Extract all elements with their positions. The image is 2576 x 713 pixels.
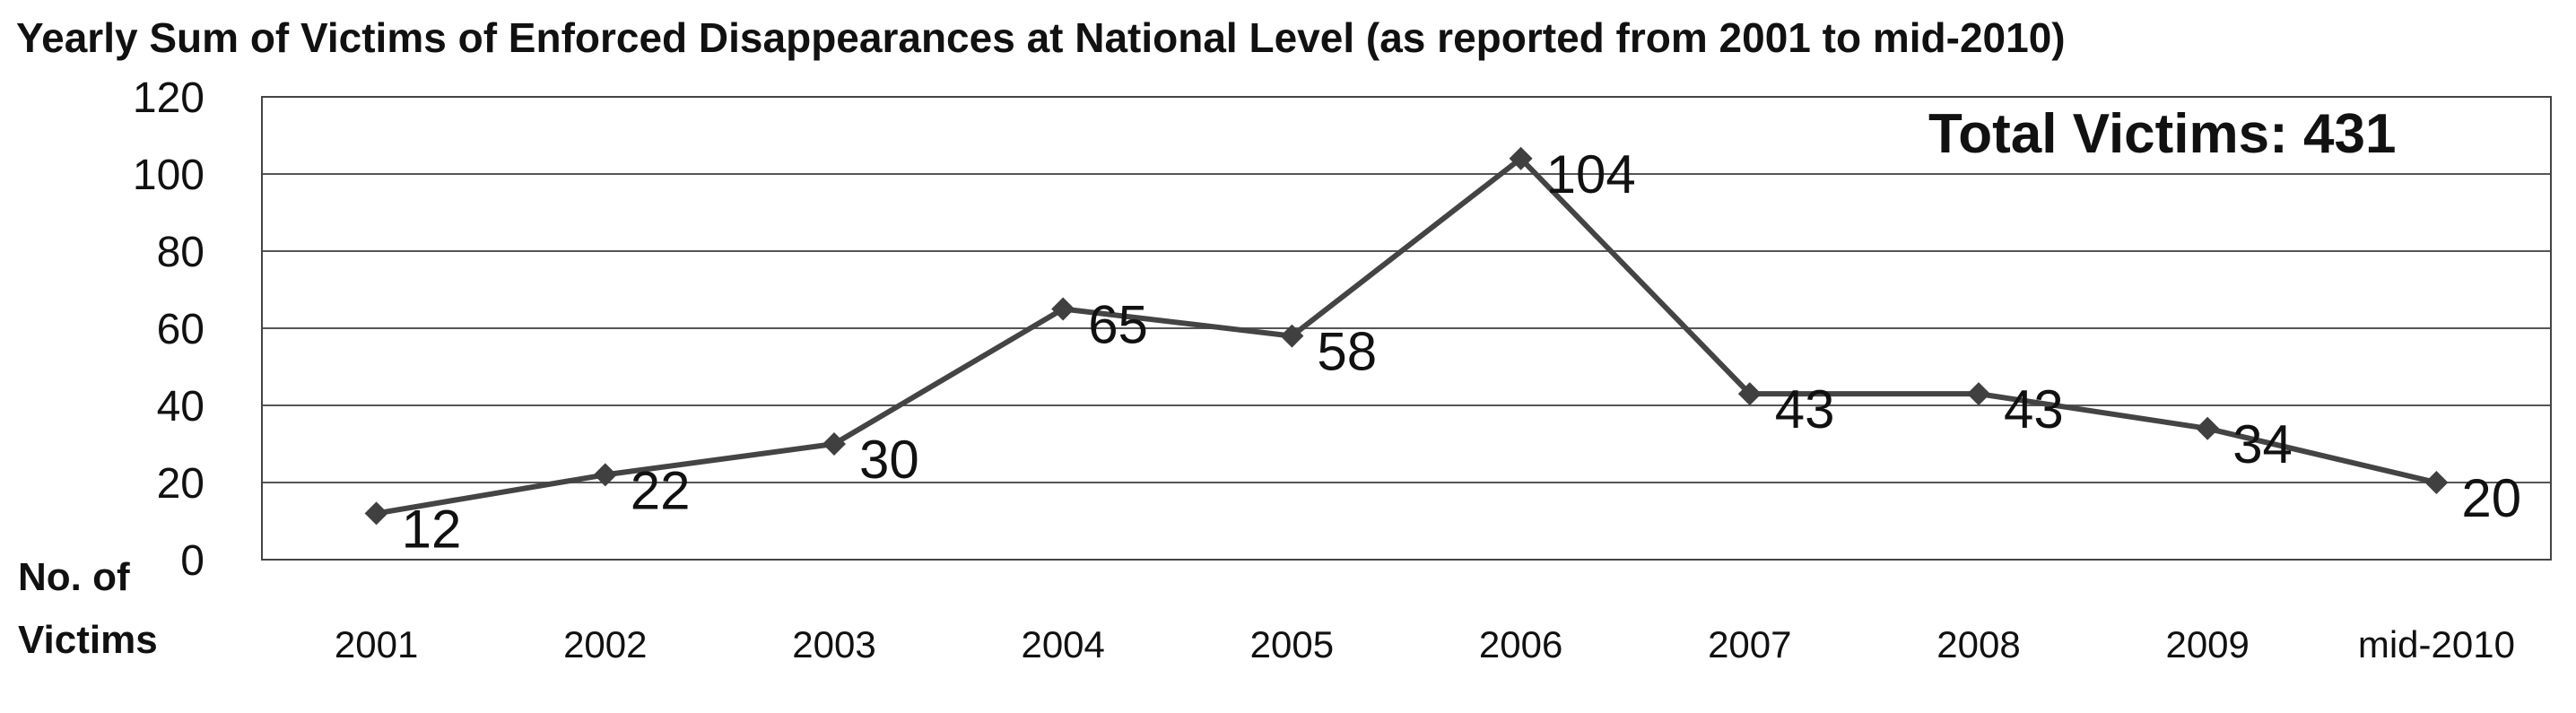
y-axis-label-line-2: Victims (18, 618, 158, 662)
data-label: 65 (1088, 295, 1148, 355)
data-point-marker (1280, 324, 1304, 348)
series-group (364, 146, 2449, 526)
x-category-label: 2007 (1708, 623, 1791, 665)
data-point-marker (1737, 382, 1762, 406)
y-tick-label: 120 (133, 74, 205, 122)
x-category-label: mid-2010 (2358, 623, 2515, 665)
data-point-marker (822, 432, 846, 456)
x-category-label: 2005 (1250, 623, 1334, 665)
x-category-label: 2008 (1936, 623, 2020, 665)
y-axis-label-line-1: No. of (18, 555, 130, 599)
total-victims-annotation: Total Victims: 431 (1928, 103, 2396, 165)
data-label: 30 (859, 430, 919, 490)
y-tick-label: 80 (157, 229, 205, 276)
y-tick-label: 100 (133, 152, 205, 199)
x-category-label: 2003 (792, 623, 875, 665)
data-label: 20 (2461, 468, 2521, 528)
y-tick-label: 60 (157, 306, 205, 353)
data-point-marker (2196, 416, 2220, 440)
data-labels: 12 22 30 65 58 104 43 43 34 20 (402, 144, 2522, 560)
data-point-marker (1051, 297, 1075, 321)
chart-title: Yearly Sum of Victims of Enforced Disapp… (16, 14, 2066, 61)
data-label: 34 (2232, 414, 2293, 474)
x-category-label: 2001 (335, 623, 418, 665)
data-label: 43 (1775, 379, 1835, 439)
data-point-marker (2424, 471, 2449, 494)
x-category-label: 2006 (1479, 623, 1562, 665)
data-point-marker (1967, 382, 1990, 406)
data-label: 43 (2004, 379, 2064, 439)
y-tick-label: 20 (157, 460, 205, 508)
x-category-label: 2009 (2165, 623, 2249, 665)
series-line (376, 155, 2438, 517)
data-point-marker (1509, 146, 1533, 170)
plot-frame (261, 96, 2552, 561)
x-axis-categories: 2001 2002 2003 2004 2005 2006 2007 2008 2009 mid-… (335, 623, 2515, 665)
data-label: 58 (1317, 322, 1377, 382)
data-label: 104 (1546, 144, 1636, 204)
y-tick-label: 0 (180, 537, 205, 585)
gridlines (262, 96, 2551, 561)
data-label: 12 (402, 499, 462, 559)
data-point-marker (364, 501, 388, 526)
x-category-label: 2002 (563, 623, 647, 665)
data-label: 22 (631, 460, 691, 520)
x-category-label: 2004 (1021, 623, 1104, 665)
y-axis-ticks: 0 20 40 60 80 100 120 (133, 74, 205, 585)
data-point-marker (593, 463, 617, 487)
y-tick-label: 40 (157, 383, 205, 430)
